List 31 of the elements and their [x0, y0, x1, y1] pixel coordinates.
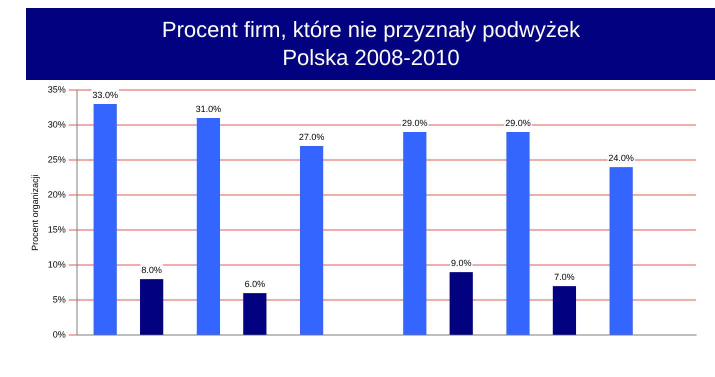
y-tick-label: 30% — [48, 120, 66, 130]
bar — [243, 293, 266, 335]
y-tick-label: 10% — [48, 260, 66, 270]
y-tick-label: 35% — [48, 84, 66, 94]
y-tick-label: 0% — [52, 330, 66, 340]
data-label: 7.0% — [554, 272, 575, 282]
data-label: 29.0% — [505, 118, 531, 128]
bar — [300, 146, 324, 335]
y-tick-label: 15% — [48, 224, 66, 235]
data-label: 31.0% — [196, 104, 222, 114]
data-label: 9.0% — [450, 258, 472, 268]
bar — [450, 272, 473, 335]
bar — [94, 104, 117, 335]
bar — [403, 132, 426, 335]
data-label: 29.0% — [402, 118, 428, 128]
data-label: 8.0% — [141, 265, 162, 276]
chart-title: Procent firm, które nie przyznały podwyżek — [160, 16, 582, 44]
data-label: 33.0% — [92, 90, 118, 100]
y-axis-title: Procent organizacji — [30, 174, 40, 251]
bar — [552, 286, 576, 335]
bar — [506, 132, 530, 335]
data-label: 6.0% — [244, 279, 266, 290]
data-label: 24.0% — [608, 153, 634, 164]
y-tick-label: 25% — [48, 154, 66, 165]
data-label: 27.0% — [298, 132, 324, 142]
bar — [610, 167, 633, 335]
bar — [140, 279, 164, 335]
y-tick-label: 5% — [52, 294, 66, 305]
bar — [196, 118, 220, 335]
chart-subtitle: Polska 2008-2010 — [281, 44, 461, 72]
y-tick-label: 20% — [48, 190, 66, 200]
